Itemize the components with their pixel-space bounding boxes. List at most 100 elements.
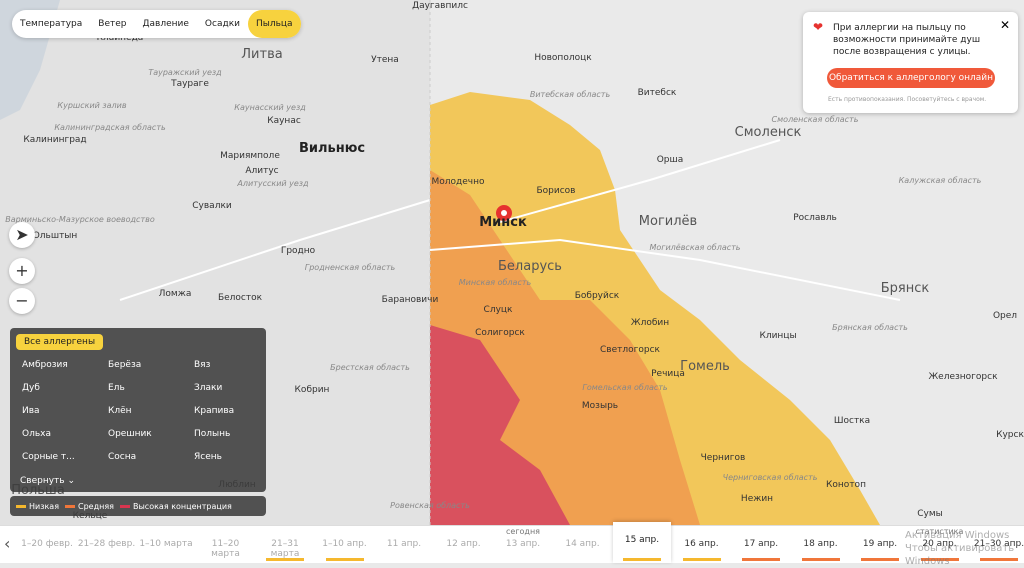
timeline-label: 16 апр.	[684, 539, 719, 549]
city-label: Вильнюс	[299, 141, 365, 156]
timeline-day[interactable]: 19 апр.	[851, 526, 909, 563]
region-label: Брянская область	[832, 323, 908, 332]
allergen-item[interactable]: Ива	[22, 406, 40, 416]
timeline-label: 19 апр.	[862, 539, 898, 549]
region-label: Куршский залив	[57, 101, 126, 110]
timeline-label: 15 апр.	[624, 535, 660, 545]
timeline-day[interactable]: 1–10 марта	[137, 526, 195, 563]
all-allergens[interactable]: Все аллергены	[16, 334, 104, 350]
region-label: Калининградская область	[54, 123, 166, 132]
city-label: Речица	[651, 369, 685, 379]
timeline-day[interactable]: статистика 20 апр.	[911, 526, 969, 563]
city-label: Алитус	[245, 166, 278, 176]
city-label: Белосток	[218, 293, 263, 303]
city-label: Смоленск	[735, 125, 802, 140]
city-label: Солигорск	[475, 328, 525, 338]
timeline-day[interactable]: 16 апр.	[673, 526, 731, 563]
city-label: Слуцк	[484, 305, 513, 315]
timeline-level	[325, 558, 364, 561]
timeline-day[interactable]: 15 апр.	[613, 522, 671, 563]
timeline: ‹ 1–20 февр. 21–28 февр. 1–10 марта 11–20 м…	[0, 522, 1024, 563]
timeline-day[interactable]: сегодня 13 апр.	[494, 526, 552, 563]
allergen-item[interactable]: Ясень	[194, 452, 222, 462]
timeline-day[interactable]: 21–31 марта	[256, 526, 314, 563]
timeline-label: 20 апр.	[922, 539, 957, 549]
timeline-day[interactable]: 11 апр.	[375, 526, 433, 563]
close-button[interactable]: ✕	[999, 18, 1010, 32]
allergen-item[interactable]: Ольха	[22, 429, 51, 439]
legend-item: Средняя	[65, 502, 114, 511]
allergen-item[interactable]: Сосна	[108, 452, 137, 462]
allergen-item[interactable]: Вяз	[194, 360, 211, 370]
timeline-label: 1–20 февр.	[21, 539, 73, 549]
allergen-item[interactable]: Берёза	[108, 360, 142, 370]
city-label: Бобруйск	[575, 291, 620, 301]
allergen-item[interactable]: Дуб	[22, 383, 40, 393]
region-label: Смоленская область	[772, 115, 859, 124]
city-label: Гродно	[281, 246, 316, 256]
allergen-item[interactable]: Сорные т...	[22, 452, 75, 462]
city-label: Минск	[479, 215, 527, 230]
timeline-day[interactable]: 12 апр.	[435, 526, 493, 563]
timeline-day[interactable]: 1–10 апр.	[316, 526, 374, 563]
prev-arrow[interactable]: ‹	[4, 534, 11, 553]
layer-tab[interactable]: Пыльца	[247, 10, 301, 38]
allergen-item[interactable]: Орешник	[108, 429, 152, 439]
city-label: Мариямполе	[220, 151, 280, 161]
city-label: Утена	[371, 55, 399, 65]
collapse-label: Свернуть	[20, 476, 65, 486]
layer-tab[interactable]: Ветер	[98, 19, 127, 29]
legend: Низкая Средняя Высокая концентрация	[10, 496, 266, 516]
timeline-day[interactable]: 21–28 февр.	[78, 526, 136, 563]
zoom-out[interactable]: −	[9, 288, 35, 314]
timeline-label: 1–10 апр.	[322, 539, 367, 549]
timeline-day[interactable]: 18 апр.	[792, 526, 850, 563]
timeline-level	[266, 558, 304, 561]
timeline-level	[682, 558, 721, 561]
watermark-line: Активация Windows	[905, 530, 1010, 541]
city-label: Даугавпилс	[412, 1, 468, 11]
city-label: Клайпеда	[97, 33, 144, 43]
collapse[interactable]: Свернуть ⌄	[20, 476, 76, 486]
city-label: Железногорск	[928, 372, 998, 382]
city-label: Сумы	[917, 509, 943, 519]
timeline-level	[920, 558, 959, 561]
timeline-day[interactable]: 11–20 марта	[197, 526, 255, 563]
region-label: Варминьско-Мазурское воеводство	[5, 215, 155, 224]
layer-tab[interactable]: Давление	[142, 19, 189, 29]
city-label: Новополоцк	[534, 53, 592, 63]
allergen-panel: Все аллергены Свернуть ⌄ Амброзия Берёза В…	[10, 328, 266, 492]
allergen-item[interactable]: Крапива	[194, 406, 235, 416]
allergist-button[interactable]: Обратиться к аллергологу онлайн	[827, 68, 995, 88]
city-label: Курск	[996, 430, 1024, 440]
allergen-item[interactable]: Ель	[108, 383, 125, 393]
allergen-item[interactable]: Клён	[108, 406, 132, 416]
timeline-day[interactable]: 14 апр.	[554, 526, 612, 563]
city-label: Клинцы	[759, 331, 796, 341]
layer-tabs: Температура Ветер Давление Осадки Пыльца	[12, 10, 301, 38]
city-label: Мозырь	[582, 401, 618, 411]
region-label: Витебская область	[530, 90, 611, 99]
layer-tab[interactable]: Температура	[20, 19, 83, 29]
timeline-label: 12 апр.	[446, 539, 481, 549]
timeline-level	[623, 558, 661, 561]
timeline-day[interactable]: 21–30 апр.	[970, 526, 1024, 563]
city-label: Орел	[993, 311, 1017, 321]
region-label: Ровенская область	[390, 501, 470, 510]
city-label: Рославль	[793, 213, 837, 223]
city-label: Кобрин	[295, 385, 330, 395]
zoom-in[interactable]: +	[9, 258, 35, 284]
allergen-item[interactable]: Злаки	[194, 383, 223, 393]
legend-label: Низкая	[29, 501, 60, 511]
city-label: Нежин	[741, 494, 773, 504]
timeline-day[interactable]: 1–20 февр.	[18, 526, 76, 563]
allergen-item[interactable]: Полынь	[194, 429, 231, 439]
layer-tab[interactable]: Осадки	[204, 19, 240, 29]
locate-button[interactable]: ➤	[9, 222, 35, 248]
allergen-item[interactable]: Амброзия	[22, 360, 68, 370]
timeline-label: 17 апр.	[743, 539, 779, 549]
advice-text: При аллергии на пыльцу по возможности пр…	[833, 23, 981, 57]
region-label: Могилёвская область	[649, 243, 740, 252]
timeline-day[interactable]: 17 апр.	[732, 526, 790, 563]
